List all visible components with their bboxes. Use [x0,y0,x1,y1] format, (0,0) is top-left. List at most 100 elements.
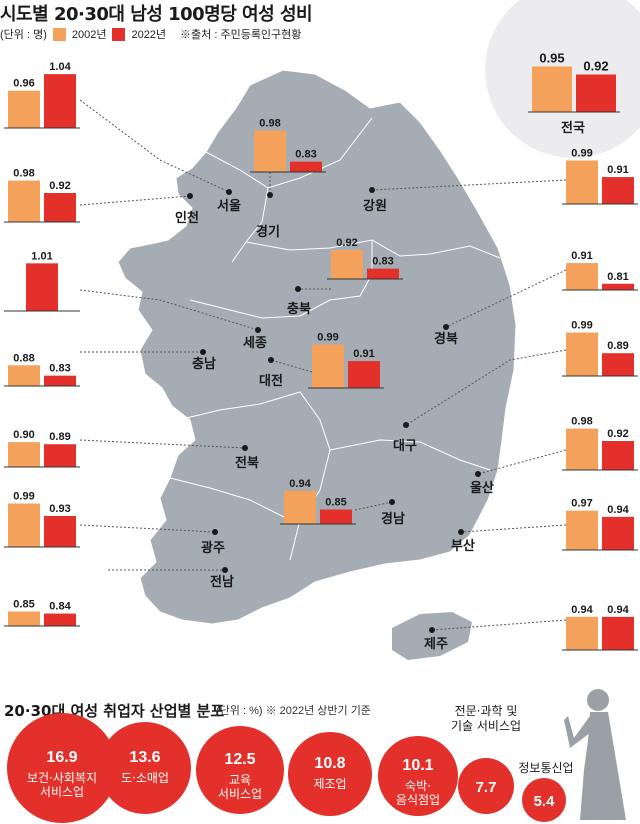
bubble-label: 도·소매업 [121,771,169,785]
bubble-circle [7,713,117,823]
bubble-value: 10.8 [314,755,345,772]
bar-2022 [602,516,634,550]
city-dot [389,499,395,505]
bar-value-2002: 0.90 [13,429,34,441]
city-dot [226,189,232,195]
bubble-label: 전문·과학 및 [455,704,518,718]
bar-value-2002: 0.95 [539,50,564,65]
bar-group-11: 0.85 0.84 [4,599,80,627]
bar-value-2022: 0.91 [353,348,374,360]
bar-2022 [44,74,76,128]
region-label: 서울 [217,198,241,214]
bar-group-17: 0.94 0.94 [562,604,638,651]
bar-value-2022: 0.83 [49,363,70,375]
leader-line [371,179,567,191]
city-dot [458,529,464,535]
bar-2002 [532,66,572,112]
bubble-label: 교육 [229,773,251,787]
bar-group-4: 1.01 [4,250,80,312]
bar-group-1: 0.96 1.04 [4,61,80,129]
legend-swatch-2002 [52,27,66,41]
bubble-value: 10.1 [402,757,433,774]
bubble-circle [522,778,566,822]
bar-value-2022: 0.85 [325,497,346,509]
bar-value-2022: 0.81 [607,271,628,283]
bar-2002 [566,616,598,650]
jeju-island-map [392,612,472,660]
bar-2022 [367,268,399,279]
bar-value-2022: 1.04 [49,61,71,73]
region-label: 충북 [287,301,311,317]
city-dot [369,187,375,193]
region-label: 강원 [363,198,387,214]
city-dot [212,529,218,535]
bar-value-2022: 0.92 [49,180,70,192]
bar-2022 [44,444,76,467]
bar-group-5: 0.92 0.83 [327,237,403,280]
bar-value-2002: 0.88 [13,352,34,364]
bar-value-2022: 0.89 [49,431,70,443]
bar-value-2002: 0.98 [13,168,34,180]
leader-line [460,524,567,533]
bar-group-16: 0.97 0.94 [562,498,638,551]
woman-silhouette-icon [564,689,626,820]
bar-value-2022: 0.94 [607,504,629,516]
leader-line [79,99,230,193]
bar-value-2002: 0.98 [259,118,280,130]
bar-2002 [8,503,40,547]
bar-value-2022: 0.83 [372,256,393,268]
leader-line [270,359,313,373]
industry-bubble-3: 10.8 제조업 [288,732,372,816]
unit-label: (단위 : 명) [0,29,47,41]
bar-value-2002: 0.99 [571,320,592,332]
leader-line [79,439,246,449]
bar-group-10: 0.99 0.93 [4,491,80,548]
bar-group-6: 0.88 0.83 [4,352,80,387]
bar-value-2022: 1.01 [31,250,52,262]
national-label: 전국 [561,120,585,136]
region-label: 전남 [210,574,234,590]
industry-bubble-4: 10.1 숙박·음식점업 [378,736,458,816]
bar-2002 [284,490,316,524]
region-label: 경기 [256,224,280,240]
city-dot [403,422,409,428]
region-label: 경북 [434,331,458,347]
bubble-circle [99,722,191,814]
city-dot [443,324,449,330]
bar-2002 [8,442,40,467]
leader-line [477,449,567,475]
bubble-label: 서비스업 [218,787,262,801]
bar-2022 [348,361,380,388]
bar-2002 [254,130,286,172]
bar-value-2002: 0.96 [13,78,34,90]
region-label: 광주 [201,541,225,556]
bar-2002 [312,344,344,388]
leader-line [405,349,567,426]
industry-section-unit: (단위 : %) ※ 2022년 상반기 기준 [216,705,371,717]
bubble-value: 5.4 [534,793,556,810]
city-dot [268,357,274,363]
bubble-circle [288,732,372,816]
city-dot [222,567,228,573]
leader-line [79,289,259,331]
bar-group-0: 0.95 0.92 전국 [528,50,620,136]
bar-2022 [44,515,76,547]
bar-value-2022: 0.89 [607,340,628,352]
bar-value-2022: 0.92 [583,59,608,74]
bar-value-2002: 0.99 [13,491,34,503]
bar-2022 [602,441,634,470]
bar-value-2002: 0.94 [571,604,593,616]
bubble-circle [196,726,284,814]
bar-group-15: 0.98 0.92 [562,416,638,471]
city-dot [242,445,248,451]
city-dot [267,192,273,198]
city-dot [200,349,206,355]
region-label: 인천 [175,210,199,226]
bar-value-2002: 0.99 [317,332,338,344]
legend: (단위 : 명) 2002년 2022년 ※출처 : 주민등록인구현황 [0,26,301,42]
bar-2002 [566,428,598,470]
legend-label-2022: 2022년 [131,29,167,41]
bubble-label: 서비스업 [40,785,84,799]
